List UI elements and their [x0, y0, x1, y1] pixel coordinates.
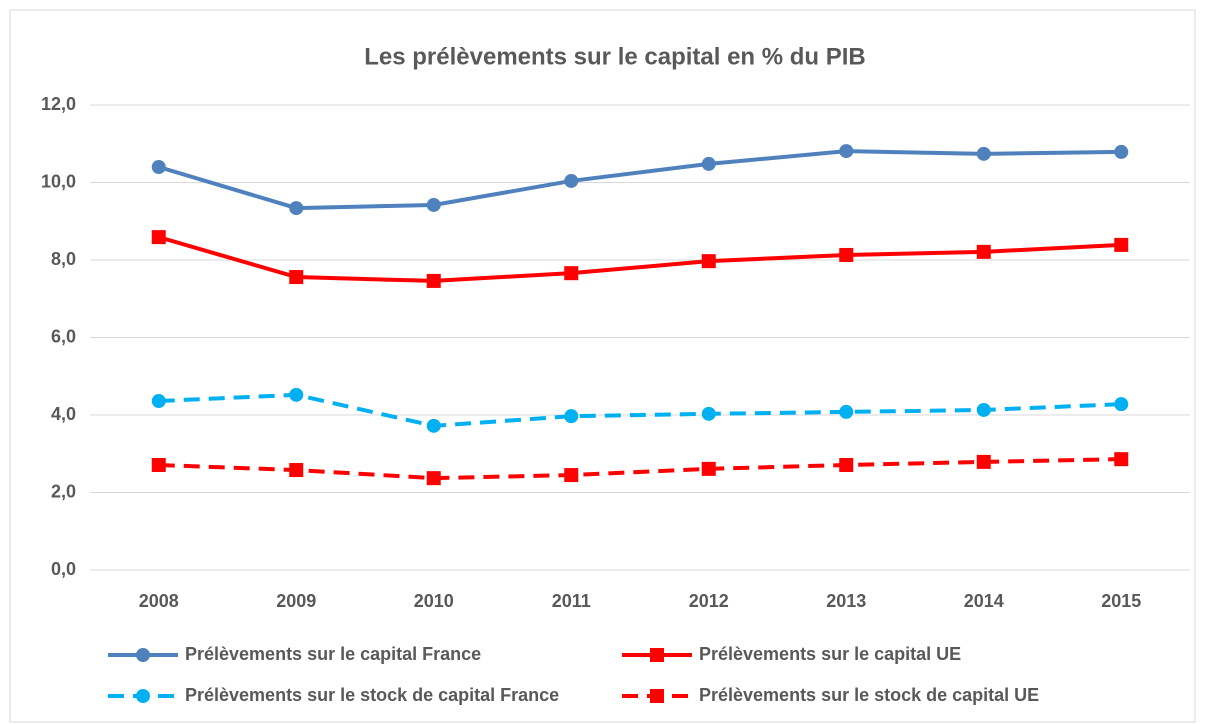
data-point: [289, 270, 304, 285]
series-line: [158, 235, 1122, 283]
data-point: [976, 146, 991, 161]
legend-marker: [650, 648, 664, 662]
series-line: [158, 457, 1122, 481]
data-point: [1114, 144, 1129, 159]
y-tick-label: 6,0: [51, 326, 76, 346]
legend-label: Prélèvements sur le capital France: [185, 644, 481, 664]
y-tick-label: 8,0: [51, 249, 76, 269]
x-tick-label: 2012: [689, 591, 729, 611]
data-point: [151, 160, 166, 174]
x-tick-label: 2015: [1101, 591, 1141, 611]
x-tick-label: 2008: [139, 591, 179, 611]
x-tick-label: 2009: [276, 591, 316, 611]
data-point: [151, 394, 166, 409]
x-tick-label: 2013: [826, 591, 866, 611]
data-point: [564, 173, 579, 188]
data-point: [564, 409, 579, 424]
x-tick-label: 2014: [964, 591, 1004, 611]
y-tick-label: 12,0: [41, 94, 76, 114]
x-tick-label: 2010: [414, 591, 454, 611]
data-point: [1114, 397, 1129, 412]
data-point: [426, 273, 441, 288]
data-point: [976, 402, 991, 417]
data-point: [976, 454, 991, 469]
data-point: [564, 266, 579, 281]
x-tick-label: 2011: [552, 591, 591, 611]
y-tick-label: 10,0: [41, 171, 76, 191]
data-point: [151, 457, 166, 472]
y-tick-label: 2,0: [51, 481, 76, 501]
data-point: [839, 144, 854, 159]
chart-frame: [9, 9, 1196, 723]
legend-marker: [136, 689, 150, 703]
legend-label: Prélèvements sur le capital UE: [699, 644, 961, 664]
data-point: [564, 468, 579, 483]
data-point: [701, 406, 716, 421]
legend-label: Prélèvements sur le stock de capital Fra…: [185, 685, 559, 705]
series-line: [158, 149, 1122, 211]
data-point: [976, 244, 991, 259]
legend-marker: [136, 648, 150, 662]
series-line: [158, 392, 1122, 428]
data-point: [289, 201, 304, 216]
y-tick-label: 4,0: [51, 404, 76, 424]
data-point: [839, 404, 854, 419]
y-tick-label: 0,0: [51, 559, 76, 579]
data-point: [426, 197, 441, 212]
legend-marker: [650, 689, 664, 703]
data-point: [839, 247, 854, 262]
data-point: [701, 254, 716, 269]
chart-title: Les prélèvements sur le capital en % du …: [364, 43, 866, 70]
data-point: [151, 230, 166, 245]
data-point: [426, 471, 441, 486]
data-point: [289, 387, 304, 402]
legend-label: Prélèvements sur le stock de capital UE: [699, 685, 1039, 705]
data-point: [701, 461, 716, 476]
data-point: [426, 418, 441, 433]
data-point: [701, 156, 716, 171]
data-point: [289, 463, 304, 478]
data-point: [1114, 452, 1129, 467]
data-point: [839, 457, 854, 472]
data-point: [1114, 237, 1129, 252]
